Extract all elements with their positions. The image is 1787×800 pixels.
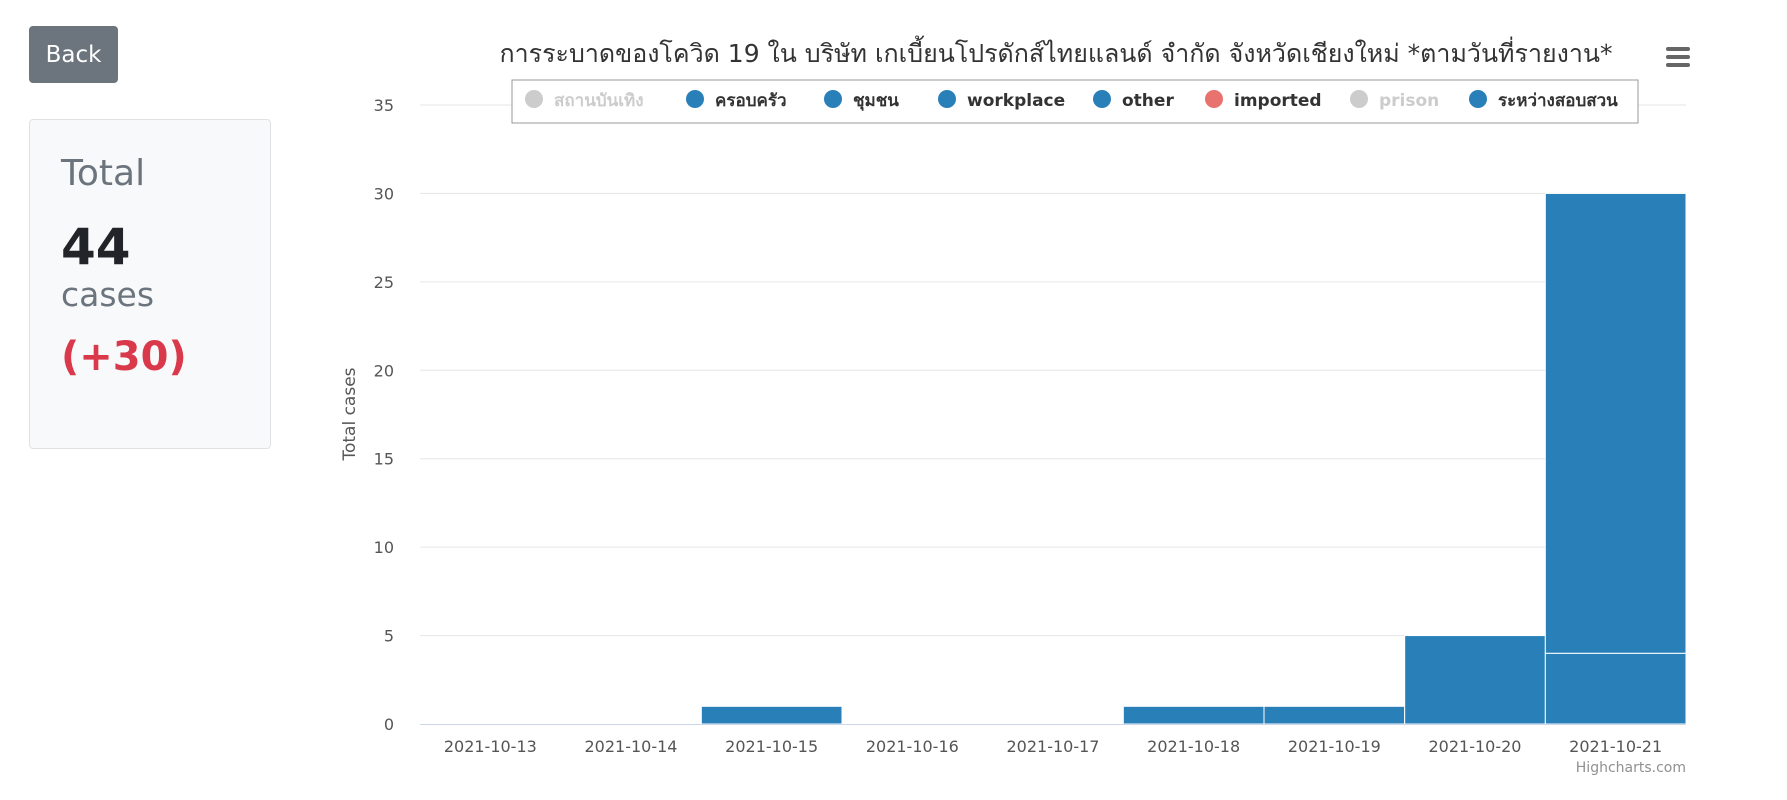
legend-item[interactable]: imported bbox=[1205, 90, 1322, 111]
legend-marker bbox=[938, 90, 956, 108]
total-title: Total bbox=[61, 153, 146, 194]
y-tick-label: 25 bbox=[374, 273, 394, 292]
legend-item[interactable]: ระหว่างสอบสวน bbox=[1469, 90, 1618, 111]
legend-label: ชุมชน bbox=[853, 91, 899, 111]
y-tick-label: 15 bbox=[374, 450, 394, 469]
x-tick-label: 2021-10-20 bbox=[1429, 737, 1522, 756]
total-value: 44 bbox=[61, 218, 131, 276]
y-tick-label: 35 bbox=[374, 96, 394, 115]
back-button[interactable]: Back bbox=[29, 26, 118, 83]
legend-item[interactable]: prison bbox=[1350, 90, 1439, 111]
y-tick-label: 30 bbox=[374, 184, 394, 203]
legend-marker bbox=[525, 90, 543, 108]
bar[interactable] bbox=[1404, 635, 1546, 725]
legend-marker bbox=[1469, 90, 1487, 108]
legend-marker bbox=[1205, 90, 1223, 108]
legend-item[interactable]: ครอบครัว bbox=[686, 90, 787, 111]
chart-title: การระบาดของโควิด 19 ใน บริษัท เกเบี้ยนโป… bbox=[500, 35, 1613, 68]
x-tick-label: 2021-10-19 bbox=[1288, 737, 1381, 756]
bar[interactable] bbox=[1263, 705, 1406, 725]
y-tick-label: 5 bbox=[384, 627, 394, 646]
legend-item[interactable]: workplace bbox=[938, 90, 1065, 111]
legend-label: prison bbox=[1379, 91, 1439, 111]
x-tick-label: 2021-10-16 bbox=[866, 737, 959, 756]
legend-item[interactable]: สถานบันเทิง bbox=[525, 90, 644, 111]
legend-box bbox=[511, 79, 1639, 124]
y-axis-title: Total cases bbox=[340, 367, 360, 461]
legend-label: สถานบันเทิง bbox=[554, 91, 644, 111]
legend: สถานบันเทิง ครอบครัว ชุมชน workplace other im… bbox=[511, 79, 1639, 124]
total-delta: (+30) bbox=[61, 334, 187, 380]
legend-label: other bbox=[1122, 91, 1174, 111]
y-axis-ticks: 0 5 10 15 20 25 30 35 bbox=[374, 96, 394, 734]
legend-label: ครอบครัว bbox=[715, 91, 787, 111]
legend-marker bbox=[1093, 90, 1111, 108]
x-tick-label: 2021-10-15 bbox=[725, 737, 818, 756]
y-tick-label: 0 bbox=[384, 715, 394, 734]
bars bbox=[700, 192, 1687, 725]
legend-marker bbox=[686, 90, 704, 108]
bar[interactable] bbox=[1544, 652, 1687, 725]
credits[interactable]: Highcharts.com bbox=[1576, 760, 1686, 776]
y-tick-label: 10 bbox=[374, 538, 394, 557]
gridlines bbox=[420, 104, 1686, 637]
x-tick-label: 2021-10-17 bbox=[1007, 737, 1100, 756]
menu-icon[interactable] bbox=[1658, 42, 1698, 72]
legend-marker bbox=[1350, 90, 1368, 108]
total-unit: cases bbox=[61, 275, 155, 314]
legend-label: workplace bbox=[967, 91, 1065, 111]
bar[interactable] bbox=[1544, 192, 1687, 654]
legend-marker bbox=[824, 90, 842, 108]
x-axis-ticks: 2021-10-13 2021-10-14 2021-10-15 2021-10-16… bbox=[444, 737, 1662, 756]
x-tick-label: 2021-10-14 bbox=[585, 737, 678, 756]
x-tick-label: 2021-10-18 bbox=[1147, 737, 1240, 756]
legend-item[interactable]: other bbox=[1093, 90, 1174, 111]
legend-label: imported bbox=[1234, 91, 1322, 111]
bar[interactable] bbox=[1122, 705, 1265, 725]
x-tick-label: 2021-10-21 bbox=[1569, 737, 1662, 756]
legend-label: ระหว่างสอบสวน bbox=[1498, 91, 1618, 111]
legend-item[interactable]: ชุมชน bbox=[824, 90, 899, 111]
y-tick-label: 20 bbox=[374, 361, 394, 380]
bar[interactable] bbox=[700, 705, 843, 725]
total-cases-card: Total 44 cases (+30) bbox=[29, 119, 271, 449]
x-tick-label: 2021-10-13 bbox=[444, 737, 537, 756]
